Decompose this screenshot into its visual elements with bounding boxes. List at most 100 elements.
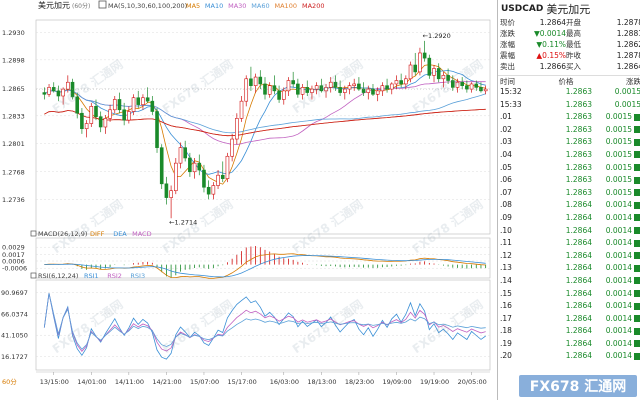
candle-body — [70, 81, 75, 98]
macd-y-tick: 0.0029 — [2, 244, 25, 252]
tick-price: 1.2864 — [565, 238, 592, 248]
candle-body — [178, 147, 183, 164]
tick-time: .15 — [500, 288, 512, 298]
quote-label-1a: 涨跌 — [500, 29, 515, 38]
candle-body — [47, 87, 51, 95]
candle-body — [319, 85, 324, 92]
candle-body — [173, 162, 178, 192]
candle-body — [75, 96, 80, 114]
quote-label-1b: 最高 — [566, 29, 581, 38]
tick-time: .10 — [500, 225, 512, 235]
watermark: FX678 汇通网 — [159, 296, 235, 356]
tick-price: 1.2864 — [565, 250, 592, 260]
tick-price: 1.2864 — [565, 313, 592, 323]
tick-change: 0.0014 — [592, 300, 640, 313]
tick-change: 0.0014 — [592, 313, 640, 326]
candle-body — [474, 83, 479, 88]
candle-body — [225, 155, 230, 179]
rsi-y-tick: 90.9697 — [1, 289, 28, 297]
tick-row: .15 1.2864 0.0014 — [498, 288, 640, 301]
tick-row: .06 1.2863 0.0015 — [498, 174, 640, 187]
rsi-y-tick: 16.1727 — [1, 353, 28, 361]
candle-body — [427, 57, 432, 76]
candle-body — [220, 174, 225, 179]
tick-time: .12 — [500, 250, 512, 260]
candle-body — [211, 185, 216, 195]
candle-body — [230, 138, 234, 157]
macd-legend-item: MACD — [132, 230, 151, 238]
quote-value-2a: ▼0.11% — [536, 40, 566, 49]
rsi-line-3 — [43, 293, 486, 350]
candle-body — [239, 100, 244, 119]
x-tick-label: 15/07:00 — [190, 378, 219, 386]
quote-value-2b: 1.2862 — [616, 40, 640, 49]
candle-body — [300, 87, 305, 95]
candle-body — [112, 99, 117, 111]
down-marker-icon — [634, 277, 640, 285]
candle-body — [235, 118, 239, 140]
candle-body — [66, 81, 70, 90]
down-marker-icon — [634, 138, 640, 146]
rsi-y-tick: 66.0374 — [1, 310, 28, 318]
tick-time: .16 — [500, 301, 512, 311]
tick-table[interactable]: 15:32 1.2863 0.0015 15:33 1.2863 0.0015.01 1.2… — [498, 86, 640, 363]
candle-body — [51, 87, 56, 92]
col-price: 价格 — [558, 77, 574, 86]
quote-summary: 现价1.2864开盘1.2878涨跌▼0.0014最高1.2881涨幅▼0.11… — [498, 18, 640, 72]
candle-body — [432, 68, 436, 76]
candle-body — [357, 83, 361, 90]
quote-label-3a: 震幅 — [500, 51, 515, 60]
chart-area: 美元加元 (60分) MA(5,10,30,60,100,200) MA5 MA10 MA… — [0, 0, 497, 400]
candle-body — [89, 106, 94, 124]
tick-row: 15:32 1.2863 0.0015 — [498, 86, 640, 99]
tick-price: 1.2864 — [565, 326, 592, 336]
tick-price: 1.2863 — [565, 175, 592, 185]
tick-time: 15:33 — [500, 99, 522, 109]
candle-body — [56, 90, 61, 97]
period-selector[interactable]: 60分 — [2, 377, 17, 386]
tick-price: 1.2863 — [565, 149, 592, 159]
tick-change: 0.0014 — [592, 212, 640, 225]
macd-panel-frame — [35, 237, 491, 279]
tick-time: .04 — [500, 149, 512, 159]
tick-row: .14 1.2864 0.0014 — [498, 275, 640, 288]
candle-body — [436, 68, 441, 80]
candle-body — [253, 76, 258, 86]
candle-body — [155, 111, 159, 148]
candle-body — [192, 162, 197, 173]
candle-body — [258, 76, 263, 85]
candle-body — [286, 80, 291, 92]
candle-body — [267, 85, 272, 95]
tick-time: .11 — [500, 238, 512, 248]
tick-row: 15:33 1.2863 0.0015 — [498, 99, 640, 112]
quote-symbol: USDCAD — [501, 4, 544, 14]
tick-time: .08 — [500, 200, 512, 210]
down-marker-icon — [634, 327, 640, 335]
quote-value-0a: 1.2864 — [539, 18, 566, 27]
quote-label-2a: 涨幅 — [500, 40, 515, 49]
tick-time: .18 — [500, 326, 512, 336]
candle-body — [394, 80, 399, 85]
tick-change: 0.0015 — [592, 162, 640, 175]
chart-period: (60分) — [72, 2, 90, 10]
candle-body — [347, 85, 352, 90]
candle-body — [94, 106, 98, 117]
tick-price: 1.2864 — [565, 288, 592, 298]
candle-body — [328, 81, 333, 88]
tick-row: .20 1.2864 0.0014 — [498, 350, 640, 363]
price-chart-svg[interactable]: 美元加元 (60分) MA(5,10,30,60,100,200)MA5 MA10 MA… — [0, 0, 497, 400]
candle-body — [272, 85, 277, 92]
down-marker-icon — [634, 239, 640, 247]
candle-body — [389, 83, 394, 90]
watermark: FX678 汇通网 — [289, 196, 365, 256]
rsi-line-1 — [43, 293, 486, 360]
candle-body — [281, 90, 286, 100]
tick-time: .09 — [500, 212, 512, 222]
quote-value-0b: 1.2878 — [616, 18, 640, 27]
x-tick-label: 14/11:00 — [115, 378, 144, 386]
candle-body — [150, 100, 155, 112]
quote-label-2b: 最低 — [566, 40, 581, 49]
tick-time: .19 — [500, 338, 512, 348]
ma-legend-item: MA60 — [251, 2, 269, 10]
down-marker-icon — [634, 113, 640, 121]
